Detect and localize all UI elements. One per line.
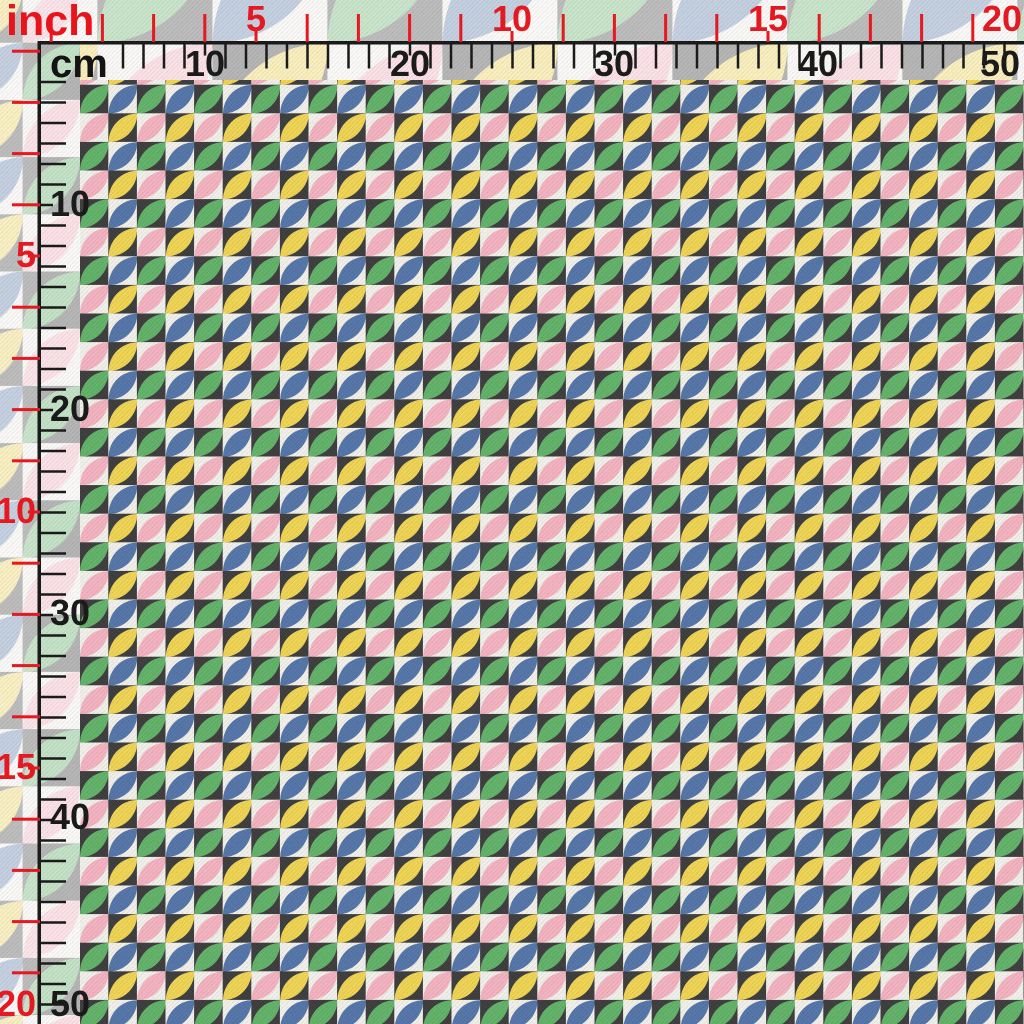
svg-text:10: 10 (0, 490, 36, 531)
svg-text:30: 30 (594, 43, 634, 84)
svg-text:50: 50 (980, 43, 1020, 84)
svg-text:20: 20 (982, 0, 1022, 39)
svg-text:10: 10 (185, 43, 225, 84)
svg-text:20: 20 (390, 43, 430, 84)
fabric-swatch (80, 80, 1024, 1024)
svg-text:30: 30 (50, 592, 90, 633)
svg-text:20: 20 (0, 983, 36, 1024)
svg-text:10: 10 (50, 183, 90, 224)
svg-text:10: 10 (492, 0, 532, 39)
svg-text:20: 20 (50, 388, 90, 429)
inch-ruler-label: inch (6, 0, 95, 45)
cm-ruler-label: cm (50, 42, 108, 86)
svg-text:50: 50 (50, 983, 90, 1024)
svg-text:15: 15 (748, 0, 788, 39)
svg-text:15: 15 (0, 746, 36, 787)
svg-text:5: 5 (16, 234, 36, 275)
svg-text:40: 40 (798, 43, 838, 84)
svg-text:40: 40 (50, 796, 90, 837)
svg-text:5: 5 (246, 0, 266, 39)
